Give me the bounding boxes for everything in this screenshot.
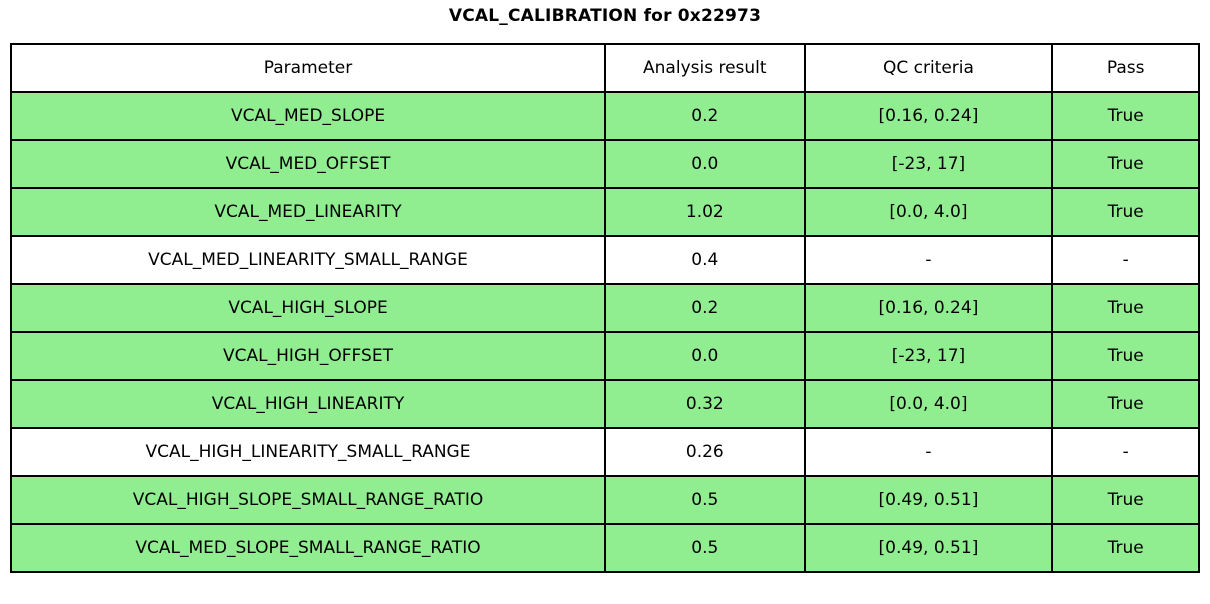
analysis-result-cell: 0.2 — [604, 91, 806, 141]
pass-cell: True — [1051, 331, 1200, 381]
table-row: VCAL_HIGH_SLOPE_SMALL_RANGE_RATIO 0.5 [0.4… — [9, 475, 1200, 525]
column-header-pass: Pass — [1051, 43, 1200, 93]
qc-criteria-cell: [0.16, 0.24] — [803, 91, 1054, 141]
table-row: VCAL_MED_SLOPE 0.2 [0.16, 0.24] True — [9, 91, 1200, 141]
table-row: VCAL_HIGH_LINEARITY 0.32 [0.0, 4.0] True — [9, 379, 1200, 429]
pass-cell: True — [1051, 139, 1200, 189]
parameter-cell: VCAL_HIGH_OFFSET — [9, 331, 607, 381]
parameter-cell: VCAL_HIGH_SLOPE — [9, 283, 607, 333]
column-header-parameter: Parameter — [9, 43, 607, 93]
analysis-result-cell: 0.5 — [604, 523, 806, 573]
qc-criteria-cell: [-23, 17] — [803, 331, 1054, 381]
analysis-result-cell: 1.02 — [604, 187, 806, 237]
qc-criteria-cell: [0.0, 4.0] — [803, 187, 1054, 237]
parameter-cell: VCAL_HIGH_LINEARITY_SMALL_RANGE — [9, 427, 607, 477]
qc-criteria-cell: - — [803, 235, 1054, 285]
analysis-result-cell: 0.2 — [604, 283, 806, 333]
table-row: VCAL_MED_OFFSET 0.0 [-23, 17] True — [9, 139, 1200, 189]
analysis-result-cell: 0.4 — [604, 235, 806, 285]
table-row: VCAL_HIGH_SLOPE 0.2 [0.16, 0.24] True — [9, 283, 1200, 333]
parameter-cell: VCAL_MED_SLOPE — [9, 91, 607, 141]
pass-cell: True — [1051, 187, 1200, 237]
analysis-result-cell: 0.0 — [604, 331, 806, 381]
qc-criteria-cell: [0.0, 4.0] — [803, 379, 1054, 429]
table-row: VCAL_MED_SLOPE_SMALL_RANGE_RATIO 0.5 [0.49… — [9, 523, 1200, 573]
pass-cell: True — [1051, 475, 1200, 525]
analysis-result-cell: 0.0 — [604, 139, 806, 189]
qc-criteria-cell: [0.49, 0.51] — [803, 523, 1054, 573]
analysis-result-cell: 0.32 — [604, 379, 806, 429]
parameter-cell: VCAL_MED_OFFSET — [9, 139, 607, 189]
table-header-row: Parameter Analysis result QC criteria Pa… — [9, 43, 1200, 93]
qc-criteria-cell: [0.49, 0.51] — [803, 475, 1054, 525]
table-body: VCAL_MED_SLOPE 0.2 [0.16, 0.24] True VCAL_ME… — [9, 91, 1200, 573]
qc-criteria-table: Parameter Analysis result QC criteria Pa… — [9, 43, 1200, 573]
table-row: VCAL_HIGH_LINEARITY_SMALL_RANGE 0.26- - — [9, 427, 1200, 477]
column-header-qc-criteria: QC criteria — [803, 43, 1054, 93]
parameter-cell: VCAL_HIGH_SLOPE_SMALL_RANGE_RATIO — [9, 475, 607, 525]
analysis-result-cell: 0.5 — [604, 475, 806, 525]
qc-criteria-cell: [-23, 17] — [803, 139, 1054, 189]
pass-cell: True — [1051, 283, 1200, 333]
parameter-cell: VCAL_MED_LINEARITY — [9, 187, 607, 237]
pass-cell: True — [1051, 523, 1200, 573]
parameter-cell: VCAL_HIGH_LINEARITY — [9, 379, 607, 429]
parameter-cell: VCAL_MED_SLOPE_SMALL_RANGE_RATIO — [9, 523, 607, 573]
table-row: VCAL_MED_LINEARITY_SMALL_RANGE 0.4- - — [9, 235, 1200, 285]
page-title: VCAL_CALIBRATION for 0x22973 — [448, 6, 762, 26]
analysis-result-cell: 0.26 — [604, 427, 806, 477]
pass-cell: - — [1051, 427, 1200, 477]
parameter-cell: VCAL_MED_LINEARITY_SMALL_RANGE — [9, 235, 607, 285]
pass-cell: True — [1051, 379, 1200, 429]
table-row: VCAL_HIGH_OFFSET 0.0 [-23, 17] True — [9, 331, 1200, 381]
pass-cell: True — [1051, 91, 1200, 141]
qc-criteria-cell: [0.16, 0.24] — [803, 283, 1054, 333]
qc-criteria-cell: - — [803, 427, 1054, 477]
table-row: VCAL_MED_LINEARITY 1.02 [0.0, 4.0] True — [9, 187, 1200, 237]
pass-cell: - — [1051, 235, 1200, 285]
column-header-analysis-result: Analysis result — [604, 43, 806, 93]
